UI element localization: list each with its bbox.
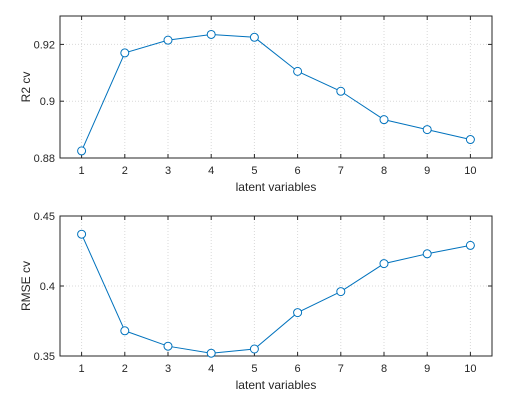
rmse-x-tick-label-5: 5	[251, 363, 257, 375]
r2-x-tick-label-5: 5	[251, 165, 257, 177]
r2-point-5	[249, 32, 259, 42]
rmse-y-axis-label: RMSE cv	[19, 261, 33, 311]
r2-series	[77, 29, 475, 156]
r2-x-axis-label: latent variables	[236, 180, 317, 194]
rmse-point-10	[465, 240, 475, 250]
rmse-point-1	[77, 229, 87, 239]
r2-point-4	[206, 29, 216, 39]
rmse-x-tick-label-7: 7	[338, 363, 344, 375]
r2-axes	[59, 15, 493, 159]
r2-y-axis-label: R2 cv	[19, 72, 33, 103]
rmse-series	[77, 229, 475, 358]
rmse-x-tick-label-10: 10	[464, 363, 476, 375]
rmse-point-6	[293, 308, 303, 318]
r2-x-tick-label-1: 1	[79, 165, 85, 177]
rmse-x-tick-label-3: 3	[165, 363, 171, 375]
rmse-point-8	[379, 259, 389, 269]
rmse-point-2	[120, 326, 130, 336]
r2-x-tick-label-7: 7	[338, 165, 344, 177]
r2-point-8	[379, 115, 389, 125]
r2-y-tick-label-1: 0.88	[34, 153, 55, 165]
rmse-x-tick-label-6: 6	[295, 363, 301, 375]
rmse-x-tick-label-4: 4	[208, 363, 214, 375]
r2-y-tick-label-2: 0.9	[40, 96, 55, 108]
r2-point-7	[336, 86, 346, 96]
rmse-x-tick-label-9: 9	[424, 363, 430, 375]
r2-y-tick-label-3: 0.92	[34, 39, 55, 51]
r2-x-tick-label-3: 3	[165, 165, 171, 177]
r2-point-2	[120, 48, 130, 58]
r2-point-6	[293, 66, 303, 76]
r2-x-tick-label-6: 6	[295, 165, 301, 177]
r2-point-9	[422, 125, 432, 135]
r2-grid	[60, 16, 492, 159]
r2-x-tick-label-8: 8	[381, 165, 387, 177]
r2-y-ticks: 0.88 0.9 0.92	[34, 39, 492, 165]
r2-x-tick-label-4: 4	[208, 165, 214, 177]
rmse-x-ticks: 1 2 3 4 5 6 7 8 9 10	[79, 216, 477, 375]
r2-x-ticks: 1 2 3 4 5 6 7 8 9 10	[79, 16, 477, 177]
r2-cv-chart: 1 2 3 4 5 6 7 8 9 10 0.88 0.9 0.92 latent variables…	[19, 15, 493, 194]
r2-x-tick-label-2: 2	[122, 165, 128, 177]
rmse-x-tick-label-8: 8	[381, 363, 387, 375]
r2-series-line	[81, 33, 471, 152]
r2-axes-box	[59, 15, 493, 159]
r2-point-10	[465, 135, 475, 145]
r2-x-tick-label-10: 10	[464, 165, 476, 177]
rmse-series-line	[81, 233, 471, 354]
rmse-x-tick-label-2: 2	[122, 363, 128, 375]
rmse-y-tick-label-3: 0.45	[34, 211, 55, 223]
rmse-point-7	[336, 287, 346, 297]
rmse-y-tick-label-1: 0.35	[34, 351, 55, 363]
r2-point-1	[77, 146, 87, 156]
rmse-y-tick-label-2: 0.4	[40, 281, 55, 293]
rmse-point-9	[422, 249, 432, 259]
r2-point-3	[163, 35, 173, 45]
rmse-point-4	[206, 348, 216, 358]
r2-x-tick-label-9: 9	[424, 165, 430, 177]
rmse-y-ticks: 0.35 0.4 0.45	[34, 211, 492, 363]
rmse-x-tick-label-1: 1	[79, 363, 85, 375]
rmse-point-3	[163, 341, 173, 351]
rmse-x-axis-label: latent variables	[236, 378, 317, 392]
rmse-cv-chart: 1 2 3 4 5 6 7 8 9 10 0.35 0.4 0.45 latent variables…	[19, 211, 493, 392]
rmse-point-5	[249, 344, 259, 354]
